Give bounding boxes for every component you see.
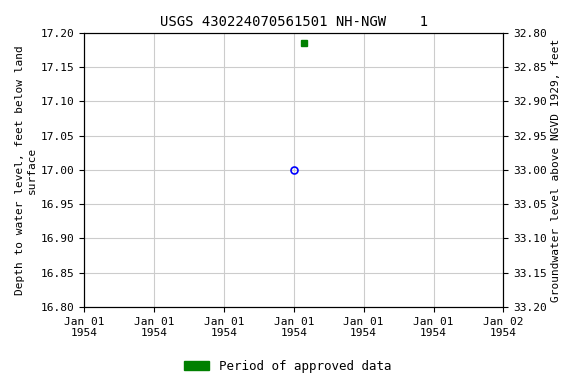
Legend: Period of approved data: Period of approved data — [179, 355, 397, 378]
Y-axis label: Groundwater level above NGVD 1929, feet: Groundwater level above NGVD 1929, feet — [551, 38, 561, 301]
Title: USGS 430224070561501 NH-NGW    1: USGS 430224070561501 NH-NGW 1 — [160, 15, 428, 29]
Y-axis label: Depth to water level, feet below land
surface: Depth to water level, feet below land su… — [15, 45, 37, 295]
